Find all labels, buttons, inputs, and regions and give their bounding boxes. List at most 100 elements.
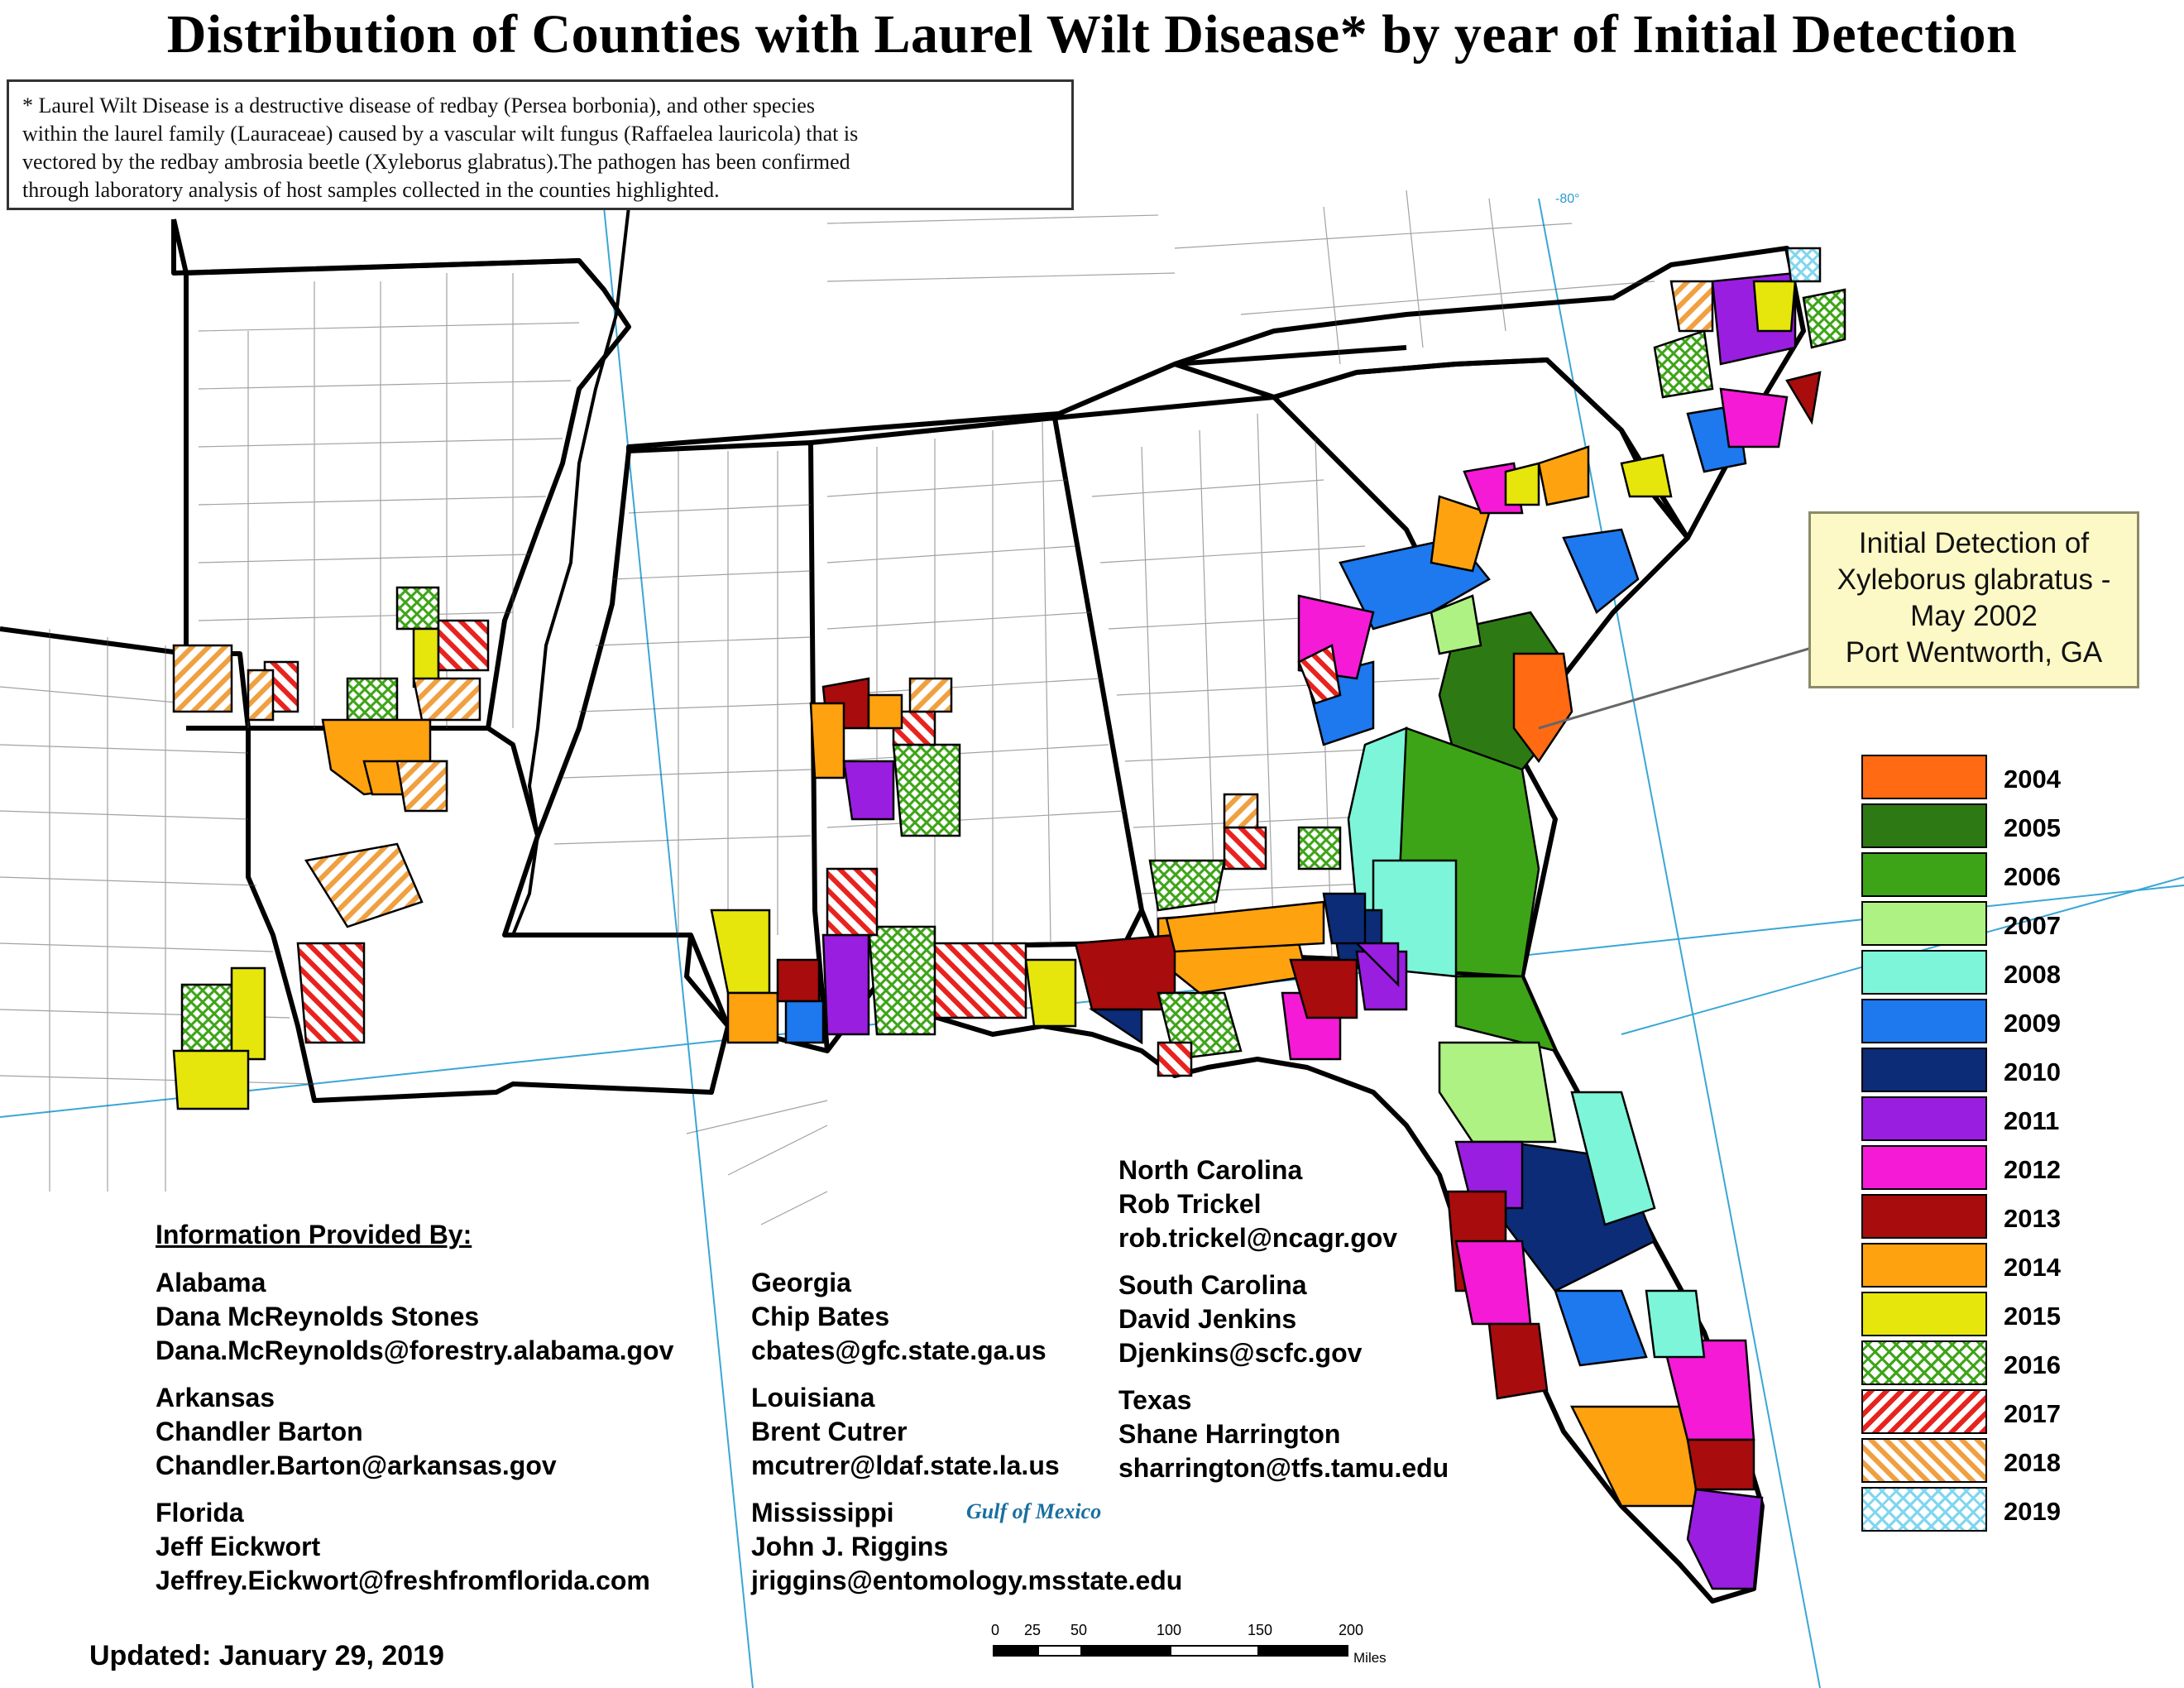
pan-2017 bbox=[1157, 1041, 1193, 1077]
contact-email: rob.trickel@ncagr.gov bbox=[1118, 1223, 1398, 1253]
ar-2016 bbox=[395, 586, 440, 631]
scale-segment bbox=[1170, 1645, 1259, 1657]
year-legend: 2004 2005 2006 2007 2008 2009 2010 2011 2012 2013… bbox=[1861, 751, 2061, 1532]
ga-2017 bbox=[1223, 826, 1267, 870]
legend-swatch bbox=[1861, 1389, 1987, 1434]
legend-row: 2016 bbox=[1861, 1337, 2061, 1386]
scale-tick: 150 bbox=[1248, 1622, 1273, 1638]
legend-year: 2018 bbox=[2004, 1448, 2061, 1477]
legend-year: 2016 bbox=[2004, 1350, 2061, 1379]
legend-row: 2014 bbox=[1861, 1240, 2061, 1288]
note-line: within the laurel family (Lauraceae) cau… bbox=[22, 122, 859, 146]
ms-2009 bbox=[784, 1000, 825, 1044]
legend-swatch bbox=[1861, 1438, 1987, 1483]
legend-row: 2011 bbox=[1861, 1093, 2059, 1142]
legend-year: 2006 bbox=[2004, 862, 2061, 891]
legend-row: 2019 bbox=[1861, 1484, 2061, 1532]
legend-year: 2014 bbox=[2004, 1253, 2061, 1282]
gulf-of-mexico-label: Gulf of Mexico bbox=[966, 1499, 1102, 1523]
callout-leader bbox=[1538, 644, 1821, 730]
scale-unit: Miles bbox=[1353, 1650, 1387, 1666]
al-2014b bbox=[867, 693, 903, 730]
contact-email: Jeffrey.Eickwort@freshfromflorida.com bbox=[156, 1566, 650, 1595]
contact-email: mcutrer@ldaf.state.la.us bbox=[751, 1451, 1060, 1480]
disease-note: * Laurel Wilt Disease is a destructive d… bbox=[7, 79, 1074, 210]
nc-2015 bbox=[1504, 462, 1540, 506]
contact-state: Arkansas bbox=[156, 1383, 275, 1412]
la-2017 bbox=[296, 942, 366, 1044]
nc-2015b bbox=[1752, 280, 1797, 333]
legend-row: 2017 bbox=[1861, 1386, 2061, 1435]
callout-line: Xyleborus glabratus - bbox=[1837, 563, 2111, 596]
scale-tick: 100 bbox=[1157, 1622, 1182, 1638]
la-2018 bbox=[395, 760, 448, 813]
al-2014 bbox=[809, 702, 845, 779]
fl-2008c bbox=[1645, 1289, 1706, 1359]
nc-2012 bbox=[1719, 387, 1789, 448]
map-title: Distribution of Counties with Laurel Wil… bbox=[166, 4, 2018, 65]
scale-tick: 200 bbox=[1339, 1622, 1364, 1638]
contact-email: Dana.McReynolds@forestry.alabama.gov bbox=[156, 1336, 674, 1365]
scale-bar: 0 25 50 100 150 200 Miles bbox=[991, 1622, 1387, 1671]
contact-name: Chip Bates bbox=[751, 1302, 890, 1331]
legend-swatch bbox=[1861, 1096, 1987, 1141]
legend-row: 2008 bbox=[1861, 947, 2061, 995]
ga-2018 bbox=[1223, 793, 1259, 829]
legend-swatch bbox=[1861, 1194, 1987, 1239]
contact-state: Georgia bbox=[751, 1268, 851, 1297]
ar-2017 bbox=[437, 619, 490, 672]
fl-2007 bbox=[1438, 1041, 1557, 1144]
scale-tick: 0 bbox=[991, 1622, 1000, 1638]
callout-line: Initial Detection of bbox=[1858, 527, 2090, 559]
contact-name: Rob Trickel bbox=[1118, 1189, 1262, 1219]
callout-line: Port Wentworth, GA bbox=[1845, 636, 2103, 669]
legend-year: 2015 bbox=[2004, 1302, 2061, 1331]
legend-swatch bbox=[1861, 852, 1987, 897]
legend-year: 2004 bbox=[2004, 765, 2061, 794]
legend-row: 2004 bbox=[1861, 751, 2061, 800]
legend-year: 2009 bbox=[2004, 1009, 2061, 1038]
tx-2015 bbox=[230, 966, 266, 1061]
tx-2016 bbox=[180, 983, 233, 1053]
updated-date: Updated: January 29, 2019 bbox=[89, 1640, 444, 1671]
legend-row: 2007 bbox=[1861, 898, 2061, 947]
al-2018 bbox=[908, 677, 953, 713]
pan-2015 bbox=[1024, 958, 1077, 1028]
contact-state: Florida bbox=[156, 1498, 244, 1527]
info-heading: Information Provided By: bbox=[156, 1220, 472, 1249]
scale-segment bbox=[993, 1645, 1037, 1657]
county-lines bbox=[0, 189, 1655, 1225]
ga-2016b bbox=[1297, 826, 1342, 870]
legend-row: 2018 bbox=[1861, 1435, 2061, 1484]
legend-row: 2005 bbox=[1861, 800, 2061, 849]
legend-swatch bbox=[1861, 1487, 1987, 1532]
fl-2009 bbox=[1554, 1289, 1648, 1367]
ar-2018 bbox=[172, 644, 233, 713]
note-line: through laboratory analysis of host samp… bbox=[22, 178, 720, 202]
legend-swatch bbox=[1861, 1048, 1987, 1092]
legend-row: 2013 bbox=[1861, 1191, 2061, 1240]
nc-2016 bbox=[1653, 329, 1714, 399]
legend-swatch bbox=[1861, 755, 1987, 799]
legend-swatch bbox=[1861, 901, 1987, 946]
contact-state: Louisiana bbox=[751, 1383, 875, 1412]
contact-state: Alabama bbox=[156, 1268, 266, 1297]
sc-2009b bbox=[1562, 528, 1640, 614]
contact-name: John J. Riggins bbox=[751, 1532, 949, 1561]
contact-email: sharrington@tfs.tamu.edu bbox=[1118, 1453, 1449, 1483]
al-2016 bbox=[867, 925, 936, 1036]
legend-swatch bbox=[1861, 950, 1987, 995]
legend-row: 2015 bbox=[1861, 1288, 2061, 1337]
legend-year: 2019 bbox=[2004, 1497, 2061, 1526]
scale-segment bbox=[1037, 1645, 1082, 1657]
fl-2008b bbox=[1570, 1091, 1656, 1226]
contact-state: Texas bbox=[1118, 1385, 1192, 1415]
sc-2014 bbox=[1430, 495, 1491, 573]
contact-email: Djenkins@scfc.gov bbox=[1118, 1338, 1363, 1368]
highlighted-counties bbox=[172, 247, 1846, 1590]
pan-2013b bbox=[1289, 958, 1358, 1019]
contact-name: Brent Cutrer bbox=[751, 1417, 908, 1446]
legend-row: 2006 bbox=[1861, 849, 2061, 898]
ms-2013 bbox=[776, 958, 821, 1003]
note-line: * Laurel Wilt Disease is a destructive d… bbox=[22, 94, 815, 117]
